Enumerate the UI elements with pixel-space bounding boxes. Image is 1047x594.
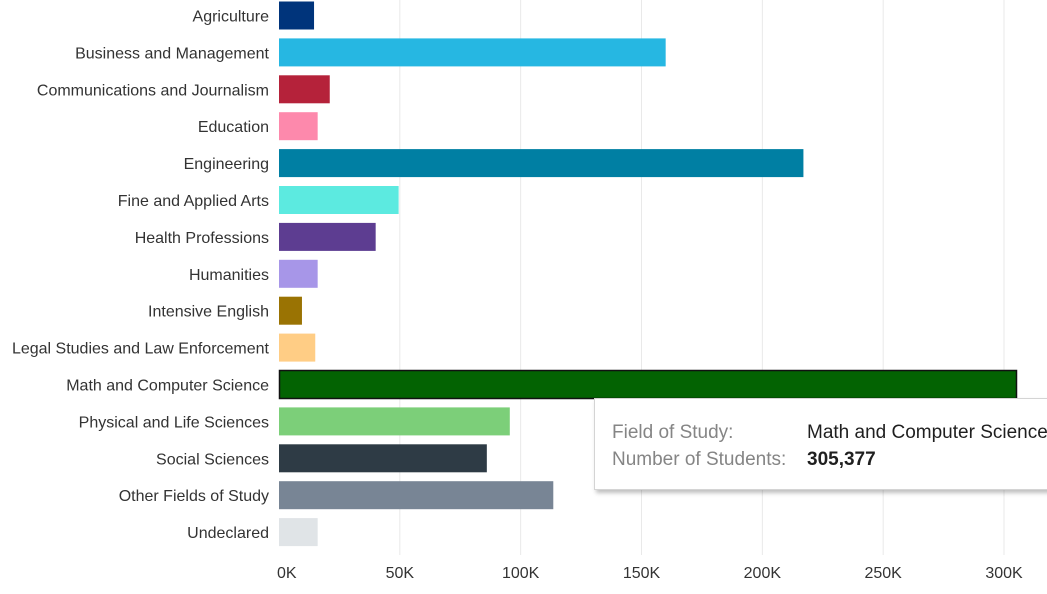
x-tick-label: 150K bbox=[623, 565, 661, 582]
bar[interactable] bbox=[279, 296, 302, 325]
category-label: Engineering bbox=[184, 156, 269, 173]
x-tick-label: 50K bbox=[386, 565, 415, 582]
category-label: Physical and Life Sciences bbox=[79, 414, 269, 431]
category-label: Fine and Applied Arts bbox=[118, 193, 269, 210]
category-label: Education bbox=[198, 119, 269, 136]
tooltip: Field of Study: Math and Computer Science… bbox=[594, 398, 1047, 490]
tooltip-count-value: 305,377 bbox=[807, 449, 876, 470]
bar[interactable] bbox=[279, 259, 318, 288]
category-label: Business and Management bbox=[75, 45, 269, 62]
category-label: Humanities bbox=[189, 267, 269, 284]
bar[interactable] bbox=[279, 186, 399, 214]
category-label: Social Sciences bbox=[156, 451, 269, 468]
x-tick-label: 200K bbox=[744, 565, 782, 582]
category-label: Agriculture bbox=[193, 9, 270, 26]
tooltip-field-row: Field of Study: Math and Computer Science bbox=[612, 422, 1047, 444]
category-label: Math and Computer Science bbox=[66, 378, 269, 395]
bar[interactable] bbox=[279, 333, 316, 362]
bar[interactable] bbox=[279, 149, 804, 178]
category-label: Undeclared bbox=[187, 525, 269, 542]
tooltip-count-row: Number of Students: 305,377 bbox=[612, 449, 876, 471]
x-tick-label: 0K bbox=[277, 565, 297, 582]
category-label: Other Fields of Study bbox=[119, 488, 269, 505]
category-label: Health Professions bbox=[135, 230, 269, 247]
category-labels: Agriculture Business and Management Commun… bbox=[12, 9, 270, 543]
bar[interactable] bbox=[279, 75, 330, 104]
x-tick-label: 100K bbox=[502, 565, 540, 582]
bar[interactable] bbox=[279, 518, 318, 547]
tooltip-count-label: Number of Students: bbox=[612, 449, 787, 470]
category-label: Legal Studies and Law Enforcement bbox=[12, 341, 270, 358]
category-label: Intensive English bbox=[148, 304, 269, 321]
x-tick-label: 250K bbox=[864, 565, 902, 582]
tooltip-field-value: Math and Computer Science bbox=[807, 422, 1047, 443]
bar[interactable] bbox=[279, 1, 315, 30]
bar[interactable] bbox=[279, 444, 487, 473]
bar[interactable] bbox=[279, 481, 554, 510]
x-axis-ticks: 0K 50K 100K 150K 200K 250K 300K bbox=[277, 565, 1023, 582]
bar[interactable] bbox=[278, 369, 1018, 400]
bar[interactable] bbox=[279, 38, 666, 67]
bar[interactable] bbox=[279, 112, 318, 141]
bar[interactable] bbox=[279, 407, 510, 436]
bar[interactable] bbox=[279, 222, 376, 251]
x-tick-label: 300K bbox=[985, 565, 1023, 582]
tooltip-field-label: Field of Study: bbox=[612, 422, 734, 443]
category-label: Communications and Journalism bbox=[37, 82, 269, 99]
